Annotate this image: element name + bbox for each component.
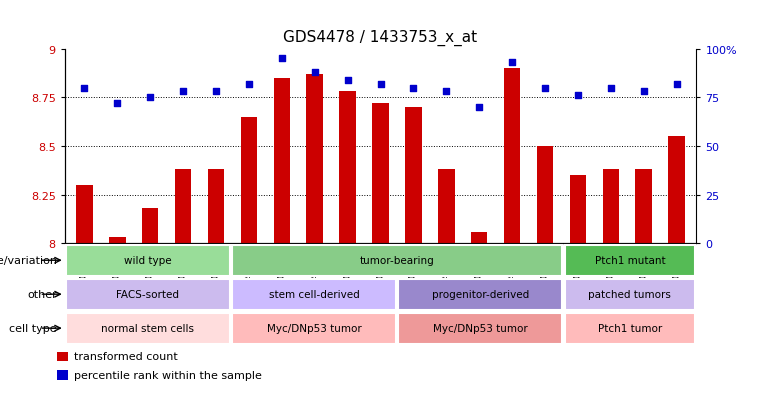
Point (506, 60, 518, 66)
Bar (307, 75, 323, 244)
Bar (57, 370, 68, 380)
Bar (232, 245, 562, 276)
Bar (399, 313, 562, 344)
Bar (635, 170, 652, 244)
Bar (399, 279, 562, 310)
Point (275, 56, 288, 63)
Point (78, 85, 91, 92)
Bar (565, 279, 695, 310)
Bar (372, 104, 389, 244)
Point (407, 85, 419, 92)
Bar (57, 352, 68, 361)
Bar (565, 313, 695, 344)
Text: cell type: cell type (9, 323, 57, 333)
Title: GDS4478 / 1433753_x_at: GDS4478 / 1433753_x_at (283, 29, 478, 45)
Bar (175, 170, 191, 244)
Bar (537, 147, 553, 244)
Text: stem cell-derived: stem cell-derived (269, 290, 359, 299)
Point (638, 89, 650, 95)
Bar (438, 170, 454, 244)
Point (440, 89, 452, 95)
Point (374, 81, 387, 88)
Bar (471, 232, 487, 244)
Bar (240, 117, 257, 244)
Bar (232, 279, 396, 310)
Bar (76, 185, 93, 244)
Text: transformed count: transformed count (74, 351, 177, 362)
Bar (66, 245, 230, 276)
Bar (274, 79, 290, 244)
Point (177, 89, 189, 95)
Bar (109, 238, 126, 244)
Text: genotype/variation: genotype/variation (0, 256, 57, 266)
Text: Myc/DNp53 tumor: Myc/DNp53 tumor (433, 323, 527, 333)
Bar (208, 170, 224, 244)
Text: wild type: wild type (124, 256, 172, 266)
Point (342, 77, 354, 84)
Point (539, 85, 551, 92)
Bar (504, 69, 521, 244)
Bar (142, 209, 158, 244)
Point (144, 95, 156, 102)
Bar (668, 137, 685, 244)
Point (309, 69, 321, 76)
Text: Myc/DNp53 tumor: Myc/DNp53 tumor (266, 323, 361, 333)
Point (243, 81, 255, 88)
Text: FACS-sorted: FACS-sorted (116, 290, 180, 299)
Text: Ptch1 tumor: Ptch1 tumor (597, 323, 662, 333)
Point (670, 81, 683, 88)
Bar (570, 176, 586, 244)
Point (605, 85, 617, 92)
Point (572, 93, 584, 100)
Bar (66, 279, 230, 310)
Bar (405, 108, 422, 244)
Text: tumor-bearing: tumor-bearing (360, 256, 435, 266)
Text: percentile rank within the sample: percentile rank within the sample (74, 370, 262, 380)
Bar (66, 313, 230, 344)
Bar (603, 170, 619, 244)
Bar (232, 313, 396, 344)
Point (111, 101, 123, 107)
Bar (339, 92, 356, 244)
Point (210, 89, 222, 95)
Text: Ptch1 mutant: Ptch1 mutant (594, 256, 665, 266)
Text: other: other (27, 290, 57, 299)
Point (473, 104, 486, 111)
Text: patched tumors: patched tumors (588, 290, 671, 299)
Text: progenitor-derived: progenitor-derived (431, 290, 529, 299)
Bar (565, 245, 695, 276)
Text: normal stem cells: normal stem cells (101, 323, 194, 333)
